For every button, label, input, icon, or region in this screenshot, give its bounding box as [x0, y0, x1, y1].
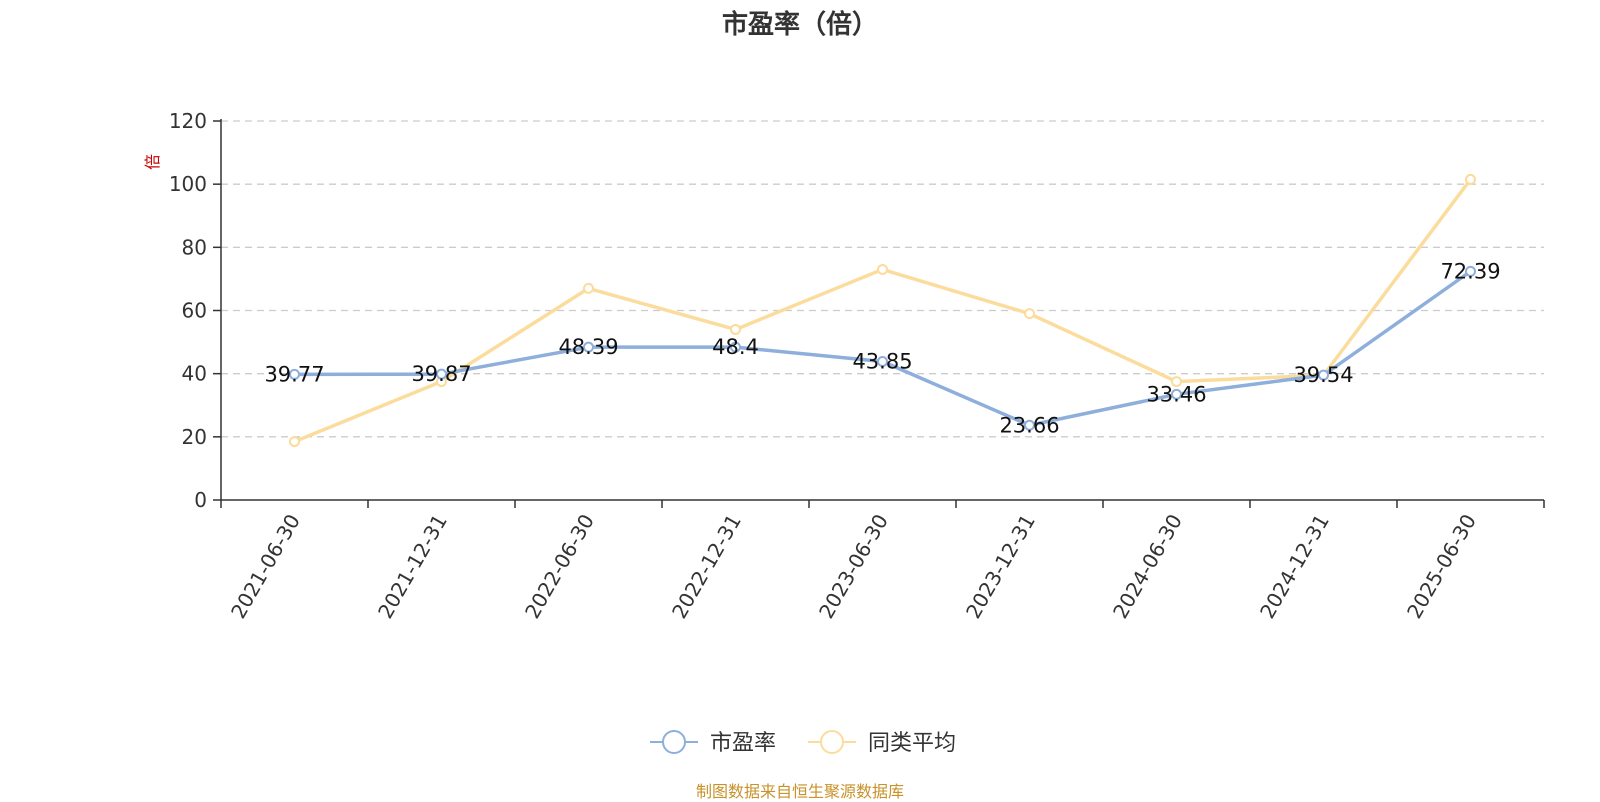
data-label: 39.87: [411, 362, 471, 386]
data-point: [1465, 265, 1476, 277]
chart-title: 市盈率（倍）: [721, 10, 878, 40]
data-point: [1024, 419, 1035, 431]
data-label: 39.77: [264, 362, 324, 386]
y-tick-label: 20: [182, 425, 207, 449]
x-tick-label: 2022-06-30: [520, 510, 599, 623]
x-tick-label: 2024-12-31: [1255, 510, 1334, 623]
y-tick-label: 40: [182, 362, 207, 386]
data-label: 48.4: [712, 335, 759, 359]
data-point: [436, 368, 447, 380]
y-tick-label: 80: [182, 235, 207, 259]
x-tick-label: 2022-12-31: [667, 510, 746, 623]
x-tick-label: 2023-12-31: [961, 510, 1040, 623]
legend-marker: [820, 730, 844, 754]
y-tick-label: 100: [169, 172, 207, 196]
legend[interactable]: 市盈率 同类平均: [650, 730, 956, 756]
data-label: 39.54: [1293, 363, 1353, 387]
legend-label: 市盈率: [710, 731, 776, 756]
source-note: 制图数据来自恒生聚源数据库: [695, 782, 904, 801]
legend-item-1[interactable]: 同类平均: [808, 730, 956, 756]
data-label: 72.39: [1440, 259, 1500, 283]
x-tick-label: 2023-06-30: [814, 510, 893, 623]
x-tick-label: 2024-06-30: [1108, 510, 1187, 623]
series-line-0: [294, 269, 1472, 428]
series-lines: [289, 173, 1476, 448]
y-axis-label: 倍: [143, 154, 162, 170]
x-tick-label: 2021-12-31: [373, 510, 452, 623]
data-label: 48.39: [558, 335, 618, 359]
data-point: [289, 436, 300, 448]
data-label: 33.46: [1146, 382, 1206, 406]
data-point: [877, 263, 888, 275]
x-tick-label: 2021-06-30: [226, 510, 305, 623]
y-tick-label: 120: [169, 109, 207, 133]
data-point: [1465, 173, 1476, 185]
data-point: [1024, 308, 1035, 320]
y-tick-label: 0: [194, 488, 207, 512]
data-point: [583, 341, 594, 353]
data-point: [877, 356, 888, 368]
data-point: [1318, 369, 1329, 381]
data-point: [289, 368, 300, 380]
data-point: [730, 341, 741, 353]
data-label: 23.66: [999, 413, 1059, 437]
data-point: [1171, 376, 1182, 388]
data-label: 43.85: [852, 350, 912, 374]
legend-item-0[interactable]: 市盈率: [650, 730, 776, 756]
data-point: [1171, 388, 1182, 400]
data-point: [730, 323, 741, 335]
legend-label: 同类平均: [868, 731, 956, 756]
x-tick-label: 2025-06-30: [1402, 510, 1481, 623]
y-tick-label: 60: [182, 299, 207, 323]
data-point: [583, 282, 594, 294]
data-labels: 39.77 39.87 48.39 48.4 43.85 23.66 33.46 39.54 7…: [264, 259, 1500, 437]
legend-marker: [662, 730, 686, 754]
